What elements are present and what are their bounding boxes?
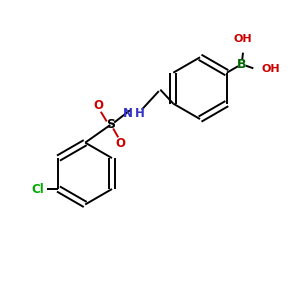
Text: H: H [135, 107, 145, 120]
Text: Cl: Cl [31, 182, 44, 196]
Text: B: B [237, 58, 246, 71]
Text: OH: OH [234, 34, 252, 44]
Text: N: N [123, 107, 133, 120]
Text: S: S [106, 118, 115, 131]
Text: OH: OH [261, 64, 280, 74]
Text: O: O [116, 137, 126, 150]
Text: O: O [93, 99, 103, 112]
